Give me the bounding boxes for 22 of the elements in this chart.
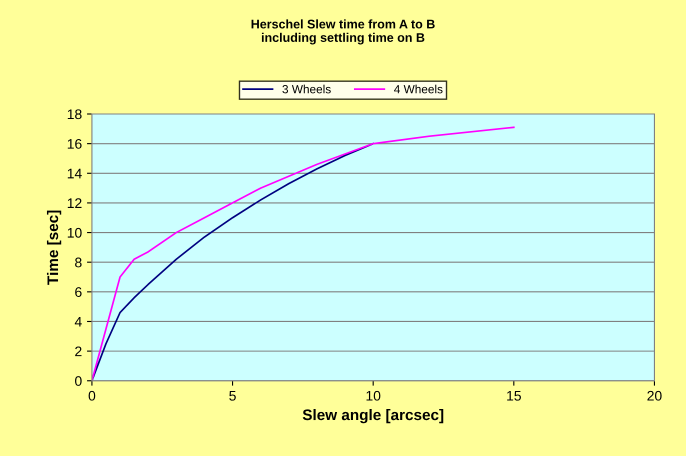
x-tick-label: 0 <box>88 390 96 401</box>
chart-title: Herschel Slew time from A to B including settling time on B <box>252 19 435 45</box>
x-tick-label: 10 <box>366 390 380 401</box>
x-tick-label: 15 <box>507 390 521 401</box>
x-axis-title: Slew angle [arcsec] <box>302 408 444 424</box>
line-series <box>92 142 374 381</box>
y-tick-label: 6 <box>75 287 82 298</box>
y-tick-label: 4 <box>74 316 82 327</box>
legend-label: 4 Wheels <box>394 84 443 94</box>
x-tick-label: 5 <box>229 390 236 401</box>
y-tick-label: 12 <box>68 198 82 208</box>
line-series <box>92 126 515 381</box>
legend-label: 3 Wheels <box>282 84 331 94</box>
y-tick-label: 10 <box>68 228 82 238</box>
y-tick-label: 8 <box>75 258 82 268</box>
y-tick-label: 18 <box>68 109 82 120</box>
y-tick-label: 16 <box>68 138 82 149</box>
x-tick-label: 20 <box>647 390 662 401</box>
y-tick-label: 2 <box>75 346 82 356</box>
y-axis-title: Time [sec] <box>46 210 62 285</box>
y-tick-label: 14 <box>68 168 82 178</box>
y-tick-label: 0 <box>75 376 82 386</box>
